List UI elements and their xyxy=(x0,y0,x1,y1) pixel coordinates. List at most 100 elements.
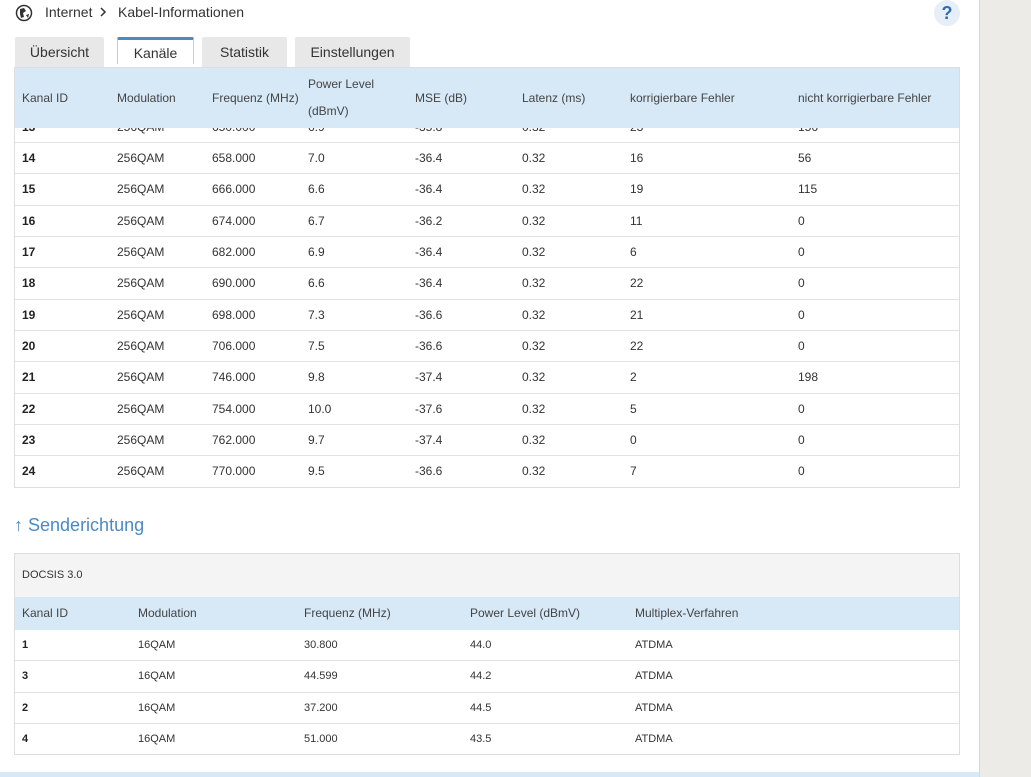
cell: 0 xyxy=(798,394,805,425)
cell: -36.6 xyxy=(415,331,442,362)
table-row: 3 16QAM 44.599 44.2 ATDMA xyxy=(15,661,959,692)
table-header: Kanal IDModulationFrequenz (MHz)Power Le… xyxy=(15,68,959,128)
cell: 9.7 xyxy=(308,425,325,456)
tab[interactable]: Einstellungen xyxy=(295,37,410,67)
cell: 256QAM xyxy=(117,394,164,425)
cell: 51.000 xyxy=(304,724,338,755)
cell: 256QAM xyxy=(117,268,164,299)
tab[interactable]: Übersicht xyxy=(15,37,104,67)
cell: -37.4 xyxy=(415,362,442,393)
cell: 0.32 xyxy=(522,394,545,425)
tab[interactable]: Kanäle xyxy=(117,37,194,64)
help-button[interactable]: ? xyxy=(934,0,960,26)
cell: 1 xyxy=(22,630,28,661)
cell: 115 xyxy=(798,174,817,205)
cell: 44.0 xyxy=(470,630,491,661)
cell: 2 xyxy=(630,362,637,393)
cell: 0.32 xyxy=(522,331,545,362)
cell: 19 xyxy=(630,174,643,205)
cell: 7.3 xyxy=(308,300,325,331)
bottom-bar xyxy=(0,772,979,777)
cell: 6.6 xyxy=(308,174,325,205)
cell: 23 xyxy=(22,425,35,456)
globe-icon xyxy=(15,4,33,22)
cell: 198 xyxy=(798,362,818,393)
cell: 56 xyxy=(798,143,811,174)
upstream-table: DOCSIS 3.0Kanal IDModulationFrequenz (MH… xyxy=(14,553,960,755)
cell: 4 xyxy=(22,724,28,755)
cell: 16QAM xyxy=(138,693,175,724)
table-row: 16256QAM674.0006.7-36.20.32110 xyxy=(15,206,959,237)
cell: 22 xyxy=(22,394,35,425)
cell: 746.000 xyxy=(212,362,255,393)
cell: 44.5 xyxy=(470,693,491,724)
cell: 44.2 xyxy=(470,661,491,692)
cell: 14 xyxy=(22,143,35,174)
cell: 7.0 xyxy=(308,143,325,174)
cell: 674.000 xyxy=(212,206,255,237)
cell: -37.6 xyxy=(415,394,442,425)
cell: 690.000 xyxy=(212,268,255,299)
cell: ATDMA xyxy=(635,630,673,661)
cell: -36.4 xyxy=(415,268,442,299)
cell: 24 xyxy=(22,456,35,487)
cell: 20 xyxy=(22,331,35,362)
table-row: 2 16QAM 37.200 44.5 ATDMA xyxy=(15,693,959,724)
cell: 16QAM xyxy=(138,661,175,692)
cell: ATDMA xyxy=(635,661,673,692)
cell: 256QAM xyxy=(117,425,164,456)
table-row: 18256QAM690.0006.6-36.40.32220 xyxy=(15,268,959,299)
column-header: Power Level (dBmV) xyxy=(470,597,580,630)
cell: 18 xyxy=(22,268,35,299)
cell: 10.0 xyxy=(308,394,331,425)
cell: 698.000 xyxy=(212,300,255,331)
cell: 19 xyxy=(22,300,35,331)
table-row: 116QAM30.80044.0ATDMA xyxy=(15,630,959,661)
cell: 0.32 xyxy=(522,362,545,393)
sidebar xyxy=(979,0,1031,777)
table-row: 17256QAM682.0006.9-36.40.3260 xyxy=(15,237,959,268)
arrow-icon: ↑ xyxy=(14,515,28,535)
cell: 0.32 xyxy=(522,206,545,237)
cell: ATDMA xyxy=(635,724,673,755)
column-header: Power Level (dBmV) xyxy=(308,71,388,125)
cell: 754.000 xyxy=(212,394,255,425)
table-row: 19256QAM698.0007.3-36.60.32210 xyxy=(15,300,959,331)
subtitle-bar xyxy=(15,554,959,597)
cell: -36.4 xyxy=(415,143,442,174)
cell: 22 xyxy=(630,268,643,299)
table-row: 14256QAM658.0007.0-36.40.321656 xyxy=(15,143,959,174)
cell: -36.2 xyxy=(415,206,442,237)
cell: 0.32 xyxy=(522,268,545,299)
breadcrumb[interactable]: Internet xyxy=(45,3,92,21)
cell: -36.6 xyxy=(415,456,442,487)
cell: 0.32 xyxy=(522,143,545,174)
cell: ATDMA xyxy=(635,693,673,724)
cell: -36.4 xyxy=(415,237,442,268)
tab[interactable]: Statistik xyxy=(202,37,287,67)
table-row: 24256QAM770.0009.5-36.60.3270 xyxy=(15,456,959,487)
cell: 0.32 xyxy=(522,425,545,456)
cell: 0.32 xyxy=(522,456,545,487)
cell: 3 xyxy=(22,661,28,692)
cell: 0 xyxy=(798,331,805,362)
cell: 0 xyxy=(798,300,805,331)
cell: -37.4 xyxy=(415,425,442,456)
cell: 16QAM xyxy=(138,630,175,661)
column-header: Modulation xyxy=(138,597,197,630)
cell: 666.000 xyxy=(212,174,255,205)
cell: -36.6 xyxy=(415,300,442,331)
cell: 11 xyxy=(630,206,642,237)
cell: 0 xyxy=(798,237,805,268)
table-row: 23256QAM762.0009.7-37.40.3200 xyxy=(15,425,959,456)
cell: 44.599 xyxy=(304,661,338,692)
cell: -36.4 xyxy=(415,174,442,205)
cell: 6 xyxy=(630,237,637,268)
cell: 2 xyxy=(22,693,28,724)
cell: 256QAM xyxy=(117,237,164,268)
cell: 0 xyxy=(798,206,805,237)
cell: 0.32 xyxy=(522,237,545,268)
cell: 9.5 xyxy=(308,456,325,487)
cell: 37.200 xyxy=(304,693,338,724)
